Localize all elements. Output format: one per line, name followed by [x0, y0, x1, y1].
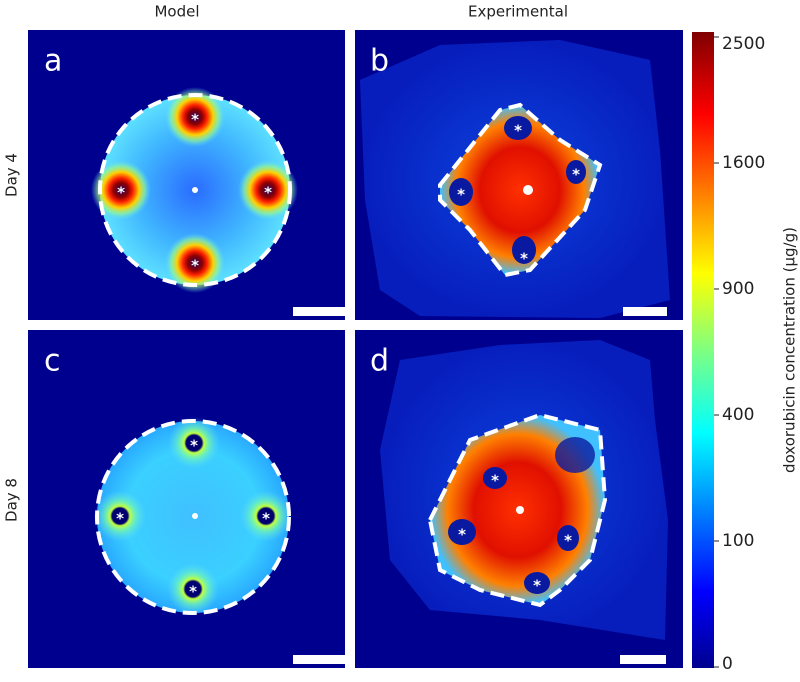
marker: *	[458, 526, 466, 544]
void	[557, 525, 579, 551]
panel-d: * * * * d	[355, 330, 683, 668]
panel-letter: b	[370, 44, 389, 79]
void	[555, 437, 595, 473]
panel-b: * * * * b	[355, 30, 683, 320]
tick-label: 400	[722, 405, 754, 425]
row-header: Day 4	[3, 153, 21, 197]
marker: *	[190, 437, 198, 455]
scale-bar	[623, 307, 667, 316]
marker: *	[564, 532, 572, 550]
hotspot	[238, 160, 298, 220]
tick-label: 0	[722, 654, 733, 674]
marker: *	[457, 186, 465, 204]
marker: *	[117, 184, 125, 202]
void	[524, 572, 550, 594]
tick-label: 2500	[722, 34, 765, 54]
marker: *	[520, 250, 528, 268]
hotspot	[165, 233, 225, 293]
panel-letter: a	[44, 44, 62, 79]
marker: *	[191, 111, 199, 129]
marker: *	[191, 257, 199, 275]
marker: *	[189, 583, 197, 601]
scale-bar	[620, 655, 666, 664]
hotspot	[91, 160, 151, 220]
void	[504, 116, 532, 140]
hotspot	[165, 87, 225, 147]
center-dot	[516, 506, 524, 514]
center-dot	[523, 185, 533, 195]
scale-bar	[293, 655, 345, 664]
boundary	[98, 93, 292, 287]
tumor	[440, 105, 600, 275]
row-header: Day 8	[3, 478, 21, 522]
void	[512, 236, 536, 264]
panel-c: * * * * c	[28, 330, 345, 668]
colorbar-ticks: 0 100 400 900 1600 2500	[714, 34, 765, 674]
panel-letter: c	[44, 344, 61, 379]
void	[449, 178, 473, 206]
hotspot	[167, 563, 219, 615]
marker: *	[491, 472, 499, 490]
tick-label: 1600	[722, 153, 765, 173]
column-header: Model	[154, 3, 199, 21]
marker: *	[514, 122, 522, 140]
tick-label: 900	[722, 279, 754, 299]
void	[566, 160, 586, 184]
panel-letter: d	[370, 344, 389, 379]
colorbar-label: doxorubicin concentration (µg/g)	[781, 227, 799, 473]
marker: *	[264, 184, 272, 202]
hotspot	[240, 490, 292, 542]
hotspot	[168, 417, 220, 469]
marker: *	[572, 166, 580, 184]
void	[483, 467, 507, 489]
marker: *	[533, 577, 541, 595]
marker: *	[262, 510, 270, 528]
panel-a: * * * * a	[28, 30, 345, 320]
scale-bar	[293, 307, 345, 316]
boundary	[427, 412, 608, 608]
center-dot	[192, 187, 198, 193]
tick-label: 100	[722, 531, 754, 551]
center-dot	[192, 513, 198, 519]
marker: *	[116, 510, 124, 528]
boundary	[95, 419, 291, 615]
boundary	[438, 102, 603, 278]
void	[448, 519, 476, 545]
column-header: Experimental	[468, 3, 568, 21]
hotspot	[94, 490, 146, 542]
colorbar	[692, 32, 714, 668]
